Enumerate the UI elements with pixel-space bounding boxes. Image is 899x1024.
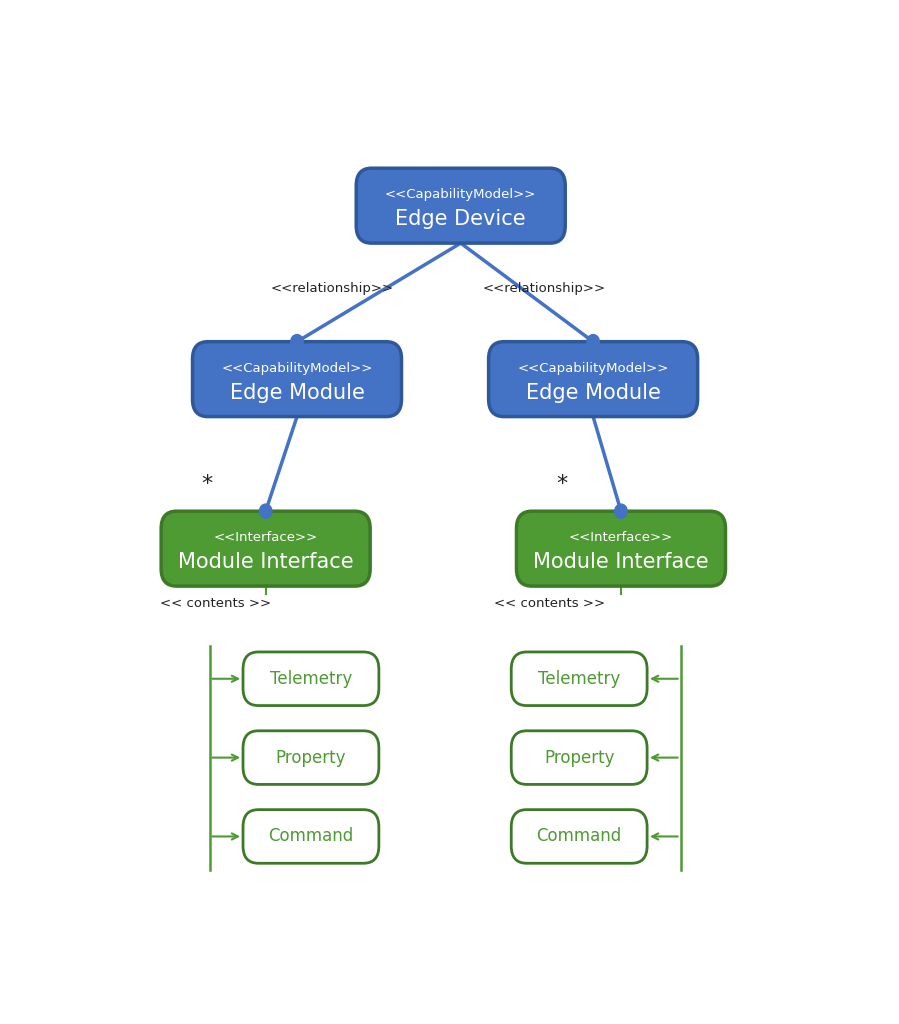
Circle shape <box>260 504 271 518</box>
FancyBboxPatch shape <box>512 731 647 784</box>
FancyBboxPatch shape <box>192 342 402 417</box>
Text: <<relationship>>: <<relationship>> <box>483 282 606 295</box>
FancyBboxPatch shape <box>243 731 378 784</box>
Circle shape <box>615 504 628 518</box>
Text: Edge Module: Edge Module <box>526 383 661 402</box>
Text: <<relationship>>: <<relationship>> <box>271 282 394 295</box>
FancyBboxPatch shape <box>161 511 370 586</box>
FancyBboxPatch shape <box>512 652 647 706</box>
FancyBboxPatch shape <box>489 342 698 417</box>
Text: << contents >>: << contents >> <box>160 597 271 610</box>
Text: Command: Command <box>537 827 622 846</box>
Text: Module Interface: Module Interface <box>178 552 353 572</box>
Circle shape <box>290 335 303 349</box>
Text: *: * <box>200 474 212 494</box>
Text: *: * <box>556 474 567 494</box>
Text: <<CapabilityModel>>: <<CapabilityModel>> <box>385 188 537 201</box>
Text: Property: Property <box>276 749 346 767</box>
FancyBboxPatch shape <box>516 511 725 586</box>
FancyBboxPatch shape <box>512 810 647 863</box>
Text: Property: Property <box>544 749 614 767</box>
FancyBboxPatch shape <box>356 168 565 243</box>
Text: Command: Command <box>268 827 353 846</box>
Text: Telemetry: Telemetry <box>270 670 352 688</box>
Text: <<Interface>>: <<Interface>> <box>214 531 317 544</box>
Circle shape <box>587 335 600 349</box>
Text: <<Interface>>: <<Interface>> <box>569 531 673 544</box>
Text: Edge Module: Edge Module <box>229 383 364 402</box>
Text: Telemetry: Telemetry <box>539 670 620 688</box>
Text: <<CapabilityModel>>: <<CapabilityModel>> <box>518 361 669 375</box>
FancyBboxPatch shape <box>243 810 378 863</box>
Text: <<CapabilityModel>>: <<CapabilityModel>> <box>221 361 373 375</box>
Text: << contents >>: << contents >> <box>494 597 606 610</box>
FancyBboxPatch shape <box>243 652 378 706</box>
Text: Module Interface: Module Interface <box>533 552 708 572</box>
Text: Edge Device: Edge Device <box>396 209 526 229</box>
